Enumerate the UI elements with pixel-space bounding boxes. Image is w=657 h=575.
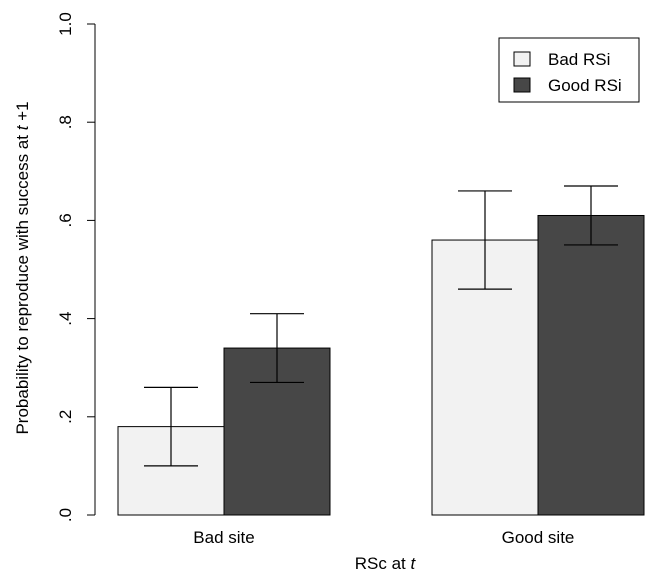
legend-label: Bad RSi	[548, 50, 610, 69]
legend-swatch	[513, 77, 531, 93]
bars	[117, 214, 645, 516]
x-tick-label: Good site	[502, 528, 575, 547]
y-tick-label: 1.0	[56, 12, 75, 36]
y-tick-label: .0	[56, 508, 75, 522]
y-tick-label: .6	[56, 213, 75, 227]
y-tick-label: .4	[56, 312, 75, 326]
x-axis-label: RSc at t	[355, 554, 417, 573]
error-bars	[144, 185, 618, 467]
x-axis-label-italic: t	[411, 554, 417, 573]
y-tick-label: .2	[56, 410, 75, 424]
x-tick-label: Bad site	[193, 528, 254, 547]
legend: Bad RSi Good RSi	[498, 37, 640, 103]
bar	[537, 214, 645, 516]
y-axis-label-suffix: +1	[13, 101, 32, 125]
y-axis-label-main: Probability to reproduce with success at	[13, 130, 32, 434]
legend-label: Good RSi	[548, 76, 622, 95]
x-tick-labels: Bad site Good site	[193, 528, 574, 547]
legend-swatch	[513, 51, 531, 67]
y-axis-label: Probability to reproduce with success at…	[13, 101, 32, 434]
y-tick-label: .8	[56, 115, 75, 129]
y-axis-label-italic: t	[13, 124, 32, 130]
y-axis: .0 .2 .4 .6 .8 1.0	[56, 12, 96, 522]
x-axis-label-main: RSc at	[355, 554, 411, 573]
